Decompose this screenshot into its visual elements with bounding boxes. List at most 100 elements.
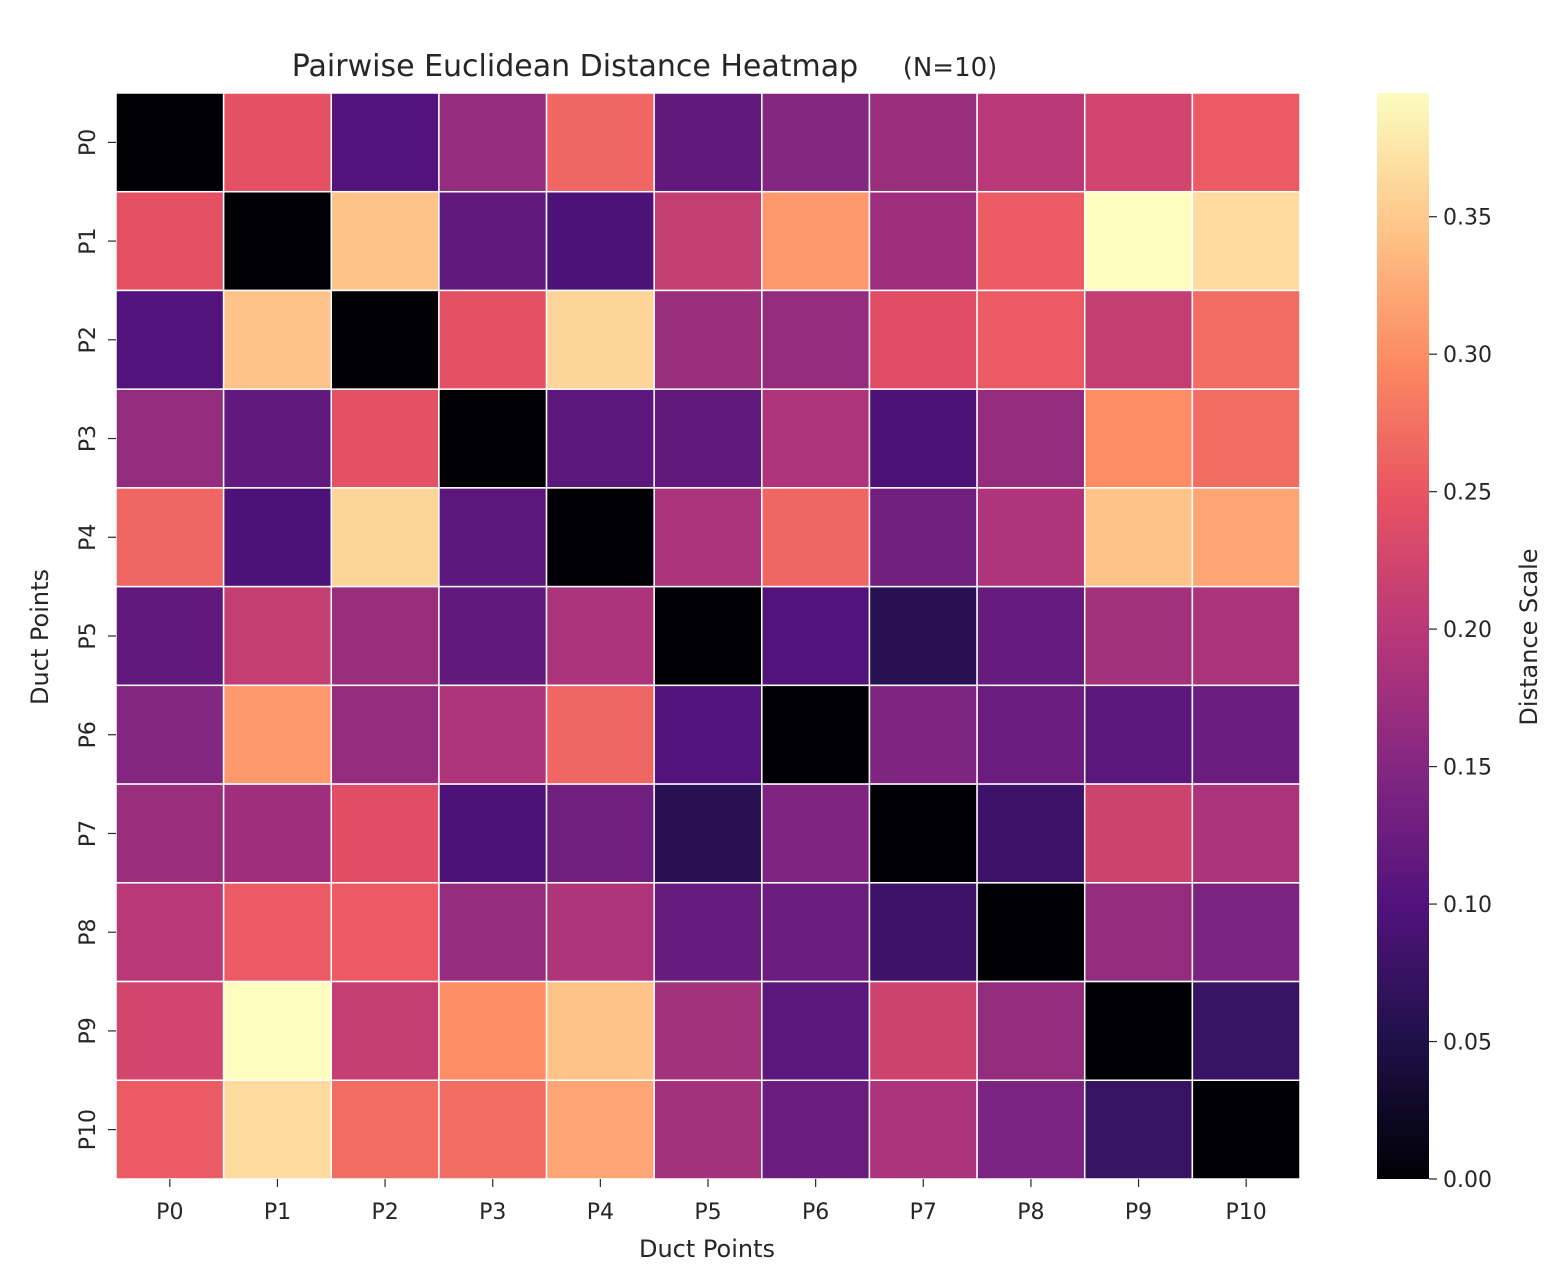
x-tick-label: P3 <box>479 1200 506 1225</box>
colorbar-tick-label: 0.30 <box>1443 343 1492 368</box>
heatmap-cell-P8-P3 <box>438 882 548 983</box>
x-tick-label: P4 <box>587 1200 614 1225</box>
heatmap-cell-P6-P5 <box>653 684 763 785</box>
heatmap-cell-P8-P8 <box>976 882 1086 983</box>
colorbar-tick-label: 0.00 <box>1443 1168 1492 1193</box>
heatmap-cell-P10-P7 <box>868 1079 978 1180</box>
y-tick-label: P2 <box>76 326 101 353</box>
y-axis-ticks: P0 P1 P2 P3 P4 P5 P6 P7 P8 P9 P10 <box>76 129 116 1150</box>
x-tick-label: P1 <box>264 1200 291 1225</box>
heatmap-cell-P7-P0 <box>115 783 225 884</box>
heatmap-cell-P5-P4 <box>545 585 655 687</box>
heatmap-cell-P10-P4 <box>545 1079 655 1180</box>
colorbar-tick-label: 0.10 <box>1443 893 1492 918</box>
colorbar-tick-label: 0.35 <box>1443 206 1492 231</box>
heatmap-cell-P4-P7 <box>868 487 978 588</box>
x-tick-label: P8 <box>1017 1200 1044 1225</box>
heatmap-cell-P3-P8 <box>976 388 1086 489</box>
heatmap-cell-P7-P2 <box>330 783 440 884</box>
heatmap-cell-P10-P5 <box>653 1079 763 1180</box>
heatmap-cell-P0-P3 <box>438 92 548 193</box>
heatmap-cell-P9-P4 <box>545 980 655 1082</box>
heatmap-cell-P6-P9 <box>1083 684 1194 785</box>
heatmap-cell-P2-P6 <box>761 289 871 390</box>
y-tick-label: P5 <box>76 622 101 649</box>
x-tick-label: P0 <box>156 1200 183 1225</box>
heatmap-cell-P8-P9 <box>1083 882 1194 983</box>
heatmap-cell-P8-P5 <box>653 882 763 983</box>
heatmap-cell-P0-P9 <box>1083 92 1194 193</box>
heatmap-cell-P5-P3 <box>438 585 548 687</box>
heatmap-cell-P3-P9 <box>1083 388 1194 489</box>
heatmap-cell-P9-P8 <box>976 980 1086 1082</box>
y-tick-label: P7 <box>76 820 101 847</box>
heatmap-cell-P9-P9 <box>1083 980 1194 1082</box>
heatmap-cell-P6-P1 <box>222 684 333 785</box>
heatmap-cell-P7-P3 <box>438 783 548 884</box>
heatmap-cell-P9-P3 <box>438 980 548 1082</box>
heatmap-cell-P1-P0 <box>115 190 225 292</box>
heatmap-cell-P4-P8 <box>976 487 1086 588</box>
heatmap-cell-P2-P0 <box>115 289 225 390</box>
heatmap-cell-P2-P10 <box>1191 289 1301 390</box>
heatmap-cell-P7-P7 <box>868 783 978 884</box>
heatmap-cell-P2-P4 <box>545 289 655 390</box>
heatmap-cell-P9-P10 <box>1191 980 1301 1082</box>
colorbar-label: Distance Scale <box>1515 548 1543 725</box>
heatmap-cell-P10-P0 <box>115 1079 225 1180</box>
heatmap-cell-P1-P10 <box>1191 190 1301 292</box>
heatmap-cell-P5-P1 <box>222 585 333 687</box>
y-tick-label: P1 <box>76 227 101 254</box>
heatmap-cell-P6-P8 <box>976 684 1086 785</box>
x-tick-label: P10 <box>1226 1200 1267 1225</box>
colorbar-tick-label: 0.25 <box>1443 481 1492 506</box>
heatmap-cell-P4-P4 <box>545 487 655 588</box>
heatmap-cell-P10-P2 <box>330 1079 440 1180</box>
heatmap-cell-P8-P2 <box>330 882 440 983</box>
colorbar-ticks: 0.00 0.05 0.10 0.15 0.20 0.25 0.30 0.35 <box>1429 206 1492 1193</box>
heatmap-cell-P7-P6 <box>761 783 871 884</box>
x-tick-label: P5 <box>694 1200 721 1225</box>
heatmap-cell-P0-P7 <box>868 92 978 193</box>
heatmap-cell-P1-P4 <box>545 190 655 292</box>
heatmap-cell-P8-P1 <box>222 882 333 983</box>
colorbar-tick-label: 0.20 <box>1443 618 1492 643</box>
heatmap-cell-P6-P0 <box>115 684 225 785</box>
heatmap-cell-P4-P10 <box>1191 487 1301 588</box>
heatmap-cell-P7-P5 <box>653 783 763 884</box>
heatmap-cell-P0-P5 <box>653 92 763 193</box>
heatmap-cell-P5-P7 <box>868 585 978 687</box>
heatmap-cell-P0-P1 <box>222 92 333 193</box>
y-axis-label: Duct Points <box>26 569 54 705</box>
heatmap-cell-P4-P3 <box>438 487 548 588</box>
heatmap-cell-P4-P1 <box>222 487 333 588</box>
heatmap-cell-P4-P0 <box>115 487 225 588</box>
heatmap-cell-P2-P3 <box>438 289 548 390</box>
heatmap-cell-P7-P10 <box>1191 783 1301 884</box>
heatmap-cell-P1-P5 <box>653 190 763 292</box>
heatmap-cell-P9-P7 <box>868 980 978 1082</box>
x-tick-label: P6 <box>802 1200 829 1225</box>
y-tick-label: P4 <box>76 524 101 551</box>
heatmap-cell-P3-P5 <box>653 388 763 489</box>
heatmap-cell-P4-P5 <box>653 487 763 588</box>
heatmap-cells <box>115 92 1301 1180</box>
heatmap-cell-P0-P8 <box>976 92 1086 193</box>
heatmap-cell-P2-P7 <box>868 289 978 390</box>
heatmap-cell-P6-P6 <box>761 684 871 785</box>
heatmap-cell-P1-P6 <box>761 190 871 292</box>
heatmap-cell-P7-P1 <box>222 783 333 884</box>
heatmap-cell-P2-P9 <box>1083 289 1194 390</box>
heatmap-cell-P0-P6 <box>761 92 871 193</box>
heatmap-cell-P10-P9 <box>1083 1079 1194 1180</box>
heatmap-cell-P9-P1 <box>222 980 333 1082</box>
heatmap-cell-P5-P6 <box>761 585 871 687</box>
heatmap-cell-P1-P2 <box>330 190 440 292</box>
heatmap-cell-P3-P7 <box>868 388 978 489</box>
heatmap-cell-P7-P4 <box>545 783 655 884</box>
y-tick-label: P8 <box>76 919 101 946</box>
heatmap-cell-P0-P4 <box>545 92 655 193</box>
heatmap-cell-P6-P7 <box>868 684 978 785</box>
heatmap-cell-P3-P3 <box>438 388 548 489</box>
heatmap-cell-P6-P4 <box>545 684 655 785</box>
